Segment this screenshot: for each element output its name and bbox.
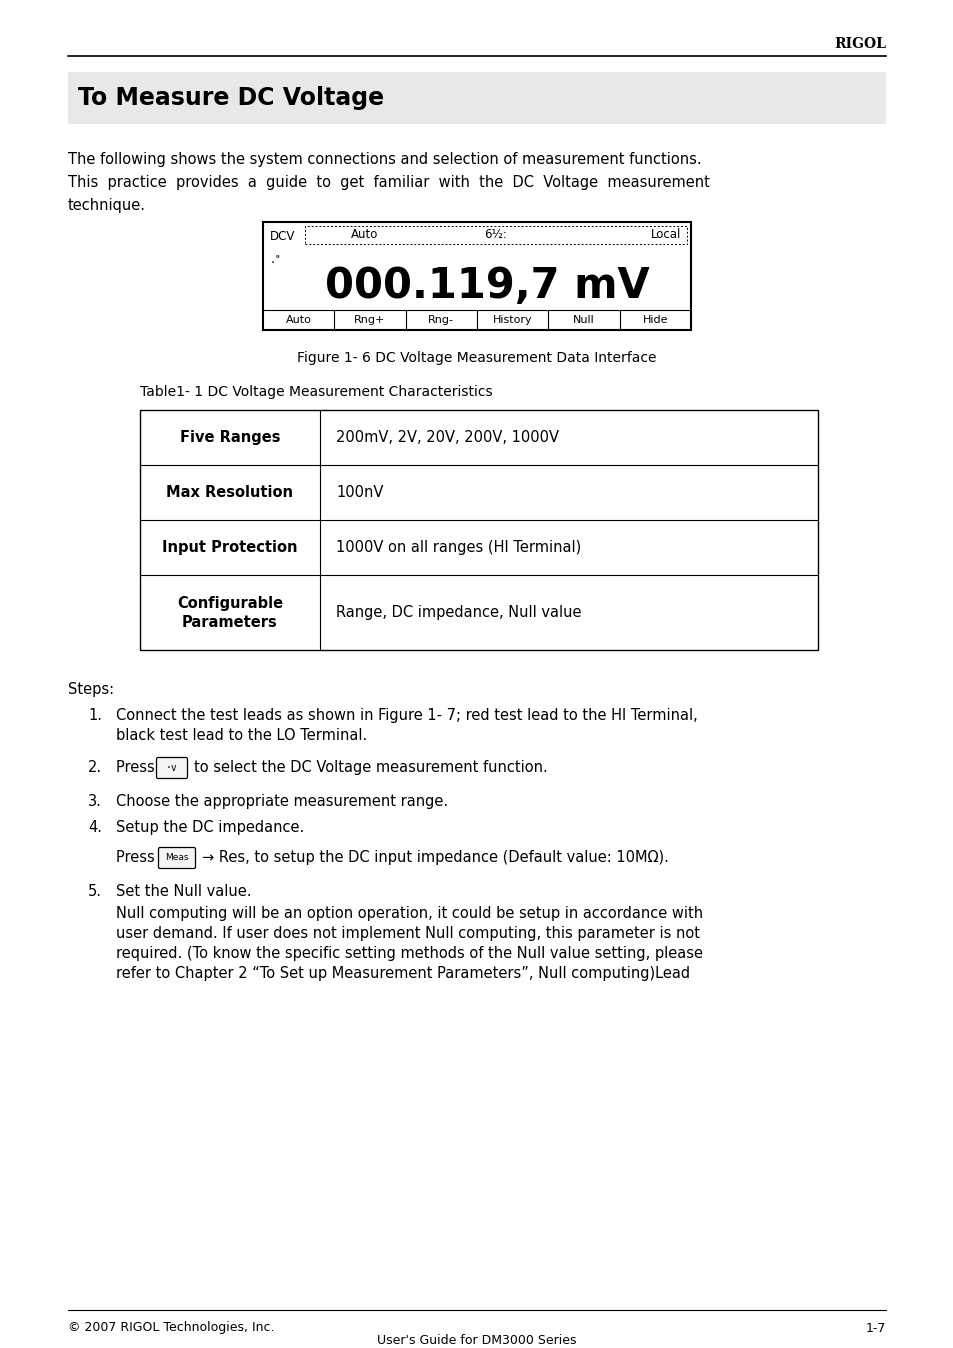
Text: 2.: 2. <box>88 760 102 775</box>
Text: black test lead to the LO Terminal.: black test lead to the LO Terminal. <box>116 728 367 743</box>
Text: DCV: DCV <box>270 229 295 243</box>
Text: 5.: 5. <box>88 884 102 899</box>
Text: To Measure DC Voltage: To Measure DC Voltage <box>78 86 384 111</box>
Text: 100nV: 100nV <box>335 485 383 500</box>
Text: © 2007 RIGOL Technologies, Inc.: © 2007 RIGOL Technologies, Inc. <box>68 1321 274 1335</box>
Bar <box>305 226 686 244</box>
Text: Steps:: Steps: <box>68 682 114 697</box>
Text: Auto: Auto <box>286 315 312 325</box>
Text: Figure 1- 6 DC Voltage Measurement Data Interface: Figure 1- 6 DC Voltage Measurement Data … <box>297 350 656 365</box>
Text: User's Guide for DM3000 Series: User's Guide for DM3000 Series <box>376 1333 577 1347</box>
Text: ·v: ·v <box>166 763 177 772</box>
Bar <box>263 222 690 330</box>
Text: Choose the appropriate measurement range.: Choose the appropriate measurement range… <box>116 794 448 809</box>
Text: to select the DC Voltage measurement function.: to select the DC Voltage measurement fun… <box>193 760 547 775</box>
Text: Rng+: Rng+ <box>354 315 385 325</box>
Text: 200mV, 2V, 20V, 200V, 1000V: 200mV, 2V, 20V, 200V, 1000V <box>335 430 558 445</box>
Text: Five Ranges: Five Ranges <box>179 430 280 445</box>
Text: History: History <box>493 315 532 325</box>
Text: 6½:: 6½: <box>484 229 507 241</box>
Text: .": ." <box>270 255 281 266</box>
Text: 1000V on all ranges (HI Terminal): 1000V on all ranges (HI Terminal) <box>335 541 580 555</box>
Text: Auto: Auto <box>351 229 378 241</box>
Text: Meas: Meas <box>165 853 189 863</box>
Text: Hide: Hide <box>642 315 667 325</box>
Text: Configurable: Configurable <box>176 596 283 611</box>
Text: required. (To know the specific setting methods of the Null value setting, pleas: required. (To know the specific setting … <box>116 946 702 961</box>
Text: Input Protection: Input Protection <box>162 541 297 555</box>
Text: Connect the test leads as shown in Figure 1- 7; red test lead to the HI Terminal: Connect the test leads as shown in Figur… <box>116 708 697 723</box>
Text: refer to Chapter 2 “To Set up Measurement Parameters”, Null computing)Lead: refer to Chapter 2 “To Set up Measuremen… <box>116 967 689 981</box>
Text: Setup the DC impedance.: Setup the DC impedance. <box>116 820 304 834</box>
Text: 000.119,7 mV: 000.119,7 mV <box>324 266 649 307</box>
Text: 3.: 3. <box>88 794 102 809</box>
Text: Table1- 1 DC Voltage Measurement Characteristics: Table1- 1 DC Voltage Measurement Charact… <box>140 386 492 399</box>
Text: → Res, to setup the DC input impedance (Default value: 10MΩ).: → Res, to setup the DC input impedance (… <box>202 851 668 865</box>
Bar <box>68 71 885 124</box>
Text: Rng-: Rng- <box>428 315 454 325</box>
Text: Parameters: Parameters <box>182 615 277 630</box>
Text: 1-7: 1-7 <box>864 1321 885 1335</box>
Text: RIGOL: RIGOL <box>833 36 885 51</box>
Text: Range, DC impedance, Null value: Range, DC impedance, Null value <box>335 605 581 620</box>
Text: technique.: technique. <box>68 198 146 213</box>
Text: The following shows the system connections and selection of measurement function: The following shows the system connectio… <box>68 152 700 167</box>
Text: This  practice  provides  a  guide  to  get  familiar  with  the  DC  Voltage  m: This practice provides a guide to get fa… <box>68 175 709 190</box>
Bar <box>140 410 817 650</box>
FancyBboxPatch shape <box>156 758 188 779</box>
Text: user demand. If user does not implement Null computing, this parameter is not: user demand. If user does not implement … <box>116 926 700 941</box>
Text: 4.: 4. <box>88 820 102 834</box>
Text: Local: Local <box>650 229 680 241</box>
Text: 1.: 1. <box>88 708 102 723</box>
Text: Press: Press <box>116 760 159 775</box>
Text: Null: Null <box>573 315 595 325</box>
Text: Null computing will be an option operation, it could be setup in accordance with: Null computing will be an option operati… <box>116 906 702 921</box>
Text: Set the Null value.: Set the Null value. <box>116 884 252 899</box>
Text: Press: Press <box>116 851 159 865</box>
Text: Max Resolution: Max Resolution <box>167 485 294 500</box>
FancyBboxPatch shape <box>158 848 195 868</box>
